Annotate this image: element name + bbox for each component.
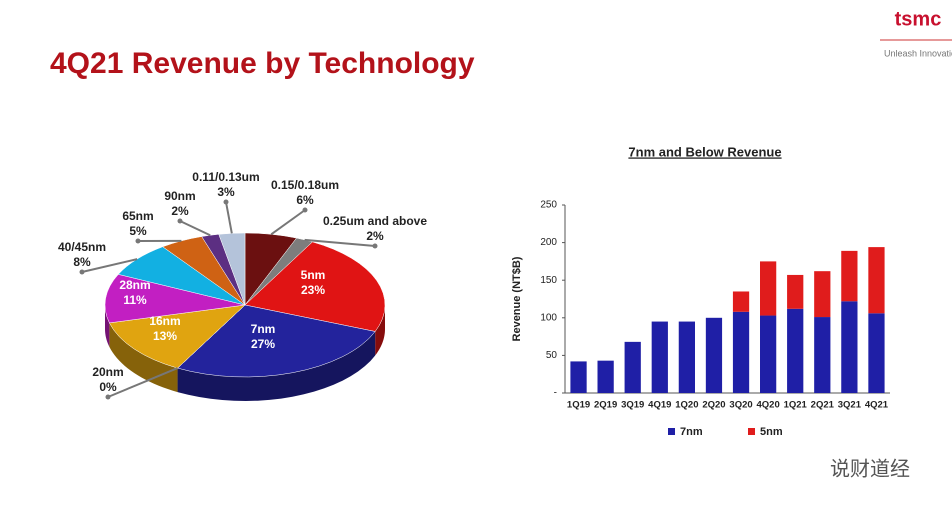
leader-dot [223,199,229,205]
y-tick-label: 150 [540,275,557,286]
logo: tsmc [895,8,942,30]
slice [109,304,246,369]
bar [570,361,587,393]
slice-value: 23% [301,283,325,297]
x-tick-label: 1Q21 [784,400,808,411]
chart-title: 7nm and Below Revenue [628,144,781,159]
slice-label: 65nm [122,209,153,223]
y-tick-label: - [554,388,557,399]
bar [678,321,695,393]
leader-line [304,238,376,247]
legend-swatch [748,428,755,435]
x-tick-label: 1Q20 [675,400,698,411]
bar [814,317,831,393]
bar [705,317,723,393]
slice-label: 5nm [301,268,326,282]
slice-label: 0.25um and above [323,214,427,228]
leader-dot [105,394,111,400]
leader-dot [177,218,183,224]
y-axis-label: Revenue (NT$B) [511,256,523,341]
leader-line [81,258,138,273]
leader-line [225,201,233,234]
legend-label: 5nm [760,426,783,438]
bar [760,315,777,393]
x-tick-label: 3Q21 [838,400,862,411]
bar [624,341,641,393]
x-tick-label: 2Q19 [594,400,617,411]
slice-value: 0% [99,380,117,394]
slice [104,274,246,324]
bar [651,321,668,393]
leader-dot [135,238,141,244]
slice-value: 27% [251,337,275,351]
slice-label: 40/45nm [58,240,106,254]
slice-side [177,331,376,401]
slice-value: 11% [123,293,147,307]
slice-label: 7nm [251,322,276,336]
leader-line [270,209,306,236]
x-tick-label: 3Q19 [621,400,644,411]
y-tick-label: 100 [540,312,557,323]
leader-line [107,367,178,398]
bar [787,308,804,393]
slice-value: 13% [153,329,177,343]
slice-value: 6% [296,193,314,207]
x-tick-label: 2Q20 [702,400,725,411]
slice-value: 5% [129,224,147,238]
slice-label: 16nm [149,314,180,328]
bar [760,261,777,316]
watermark: 说财道经 [830,457,910,480]
bar [787,274,804,309]
leader-dot [79,269,85,275]
slice-side [375,305,385,356]
tagline: Unleash Innovation [884,48,952,58]
bar [814,271,831,318]
slice-side [105,305,110,347]
bar [868,313,885,393]
x-tick-label: 3Q20 [729,400,752,411]
y-tick-label: 250 [540,200,557,211]
legend-label: 7nm [680,426,703,438]
slice-label: 0.15/0.18um [271,178,339,192]
x-tick-label: 2Q21 [811,400,835,411]
slice-value: 8% [73,255,91,269]
slice-label: 20nm [92,365,123,379]
bar [841,250,858,302]
x-tick-label: 1Q19 [567,400,590,411]
x-tick-label: 4Q19 [648,400,671,411]
slice-value: 3% [217,185,235,199]
bar [868,247,885,314]
bar [841,301,858,393]
slice [177,304,376,378]
bar [597,360,614,393]
leader-dot [372,243,378,249]
leader-dot [302,207,308,213]
slice-value: 2% [171,204,189,218]
slide-title: 4Q21 Revenue by Technology [50,47,475,80]
x-tick-label: 4Q20 [757,400,780,411]
leader-line [179,220,211,237]
y-tick-label: 200 [540,237,557,248]
y-tick-label: 50 [546,350,558,361]
bar [732,291,750,312]
slice-label: 90nm [164,189,195,203]
bar [732,311,750,393]
slice-value: 2% [366,229,384,243]
x-tick-label: 4Q21 [865,400,889,411]
slice-label: 28nm [119,278,150,292]
slice [244,241,386,332]
legend-swatch [668,428,675,435]
slice-label: 0.11/0.13um [192,170,259,184]
